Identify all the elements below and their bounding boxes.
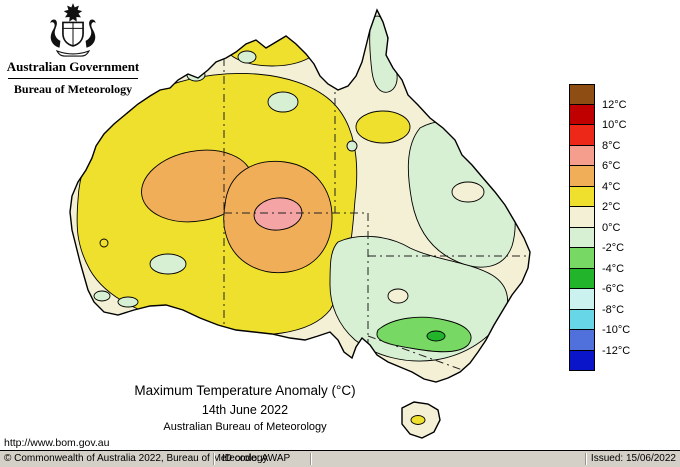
legend-swatch xyxy=(569,350,595,371)
statusbar-divider xyxy=(310,453,311,465)
legend-swatch xyxy=(569,104,595,125)
legend-swatch xyxy=(569,207,595,228)
legend-label: 6°C xyxy=(602,160,621,172)
government-title: Australian Government xyxy=(6,59,140,74)
legend-swatch xyxy=(569,125,595,146)
statusbar-divider xyxy=(213,453,214,465)
legend-label: 4°C xyxy=(602,180,621,193)
legend-label: -12°C xyxy=(602,344,631,357)
map-title: Maximum Temperature Anomaly (°C) xyxy=(134,383,356,398)
legend-label: -8°C xyxy=(602,303,625,316)
state-borders xyxy=(223,58,530,373)
legend-swatch xyxy=(569,166,595,187)
legend-swatch xyxy=(569,145,595,166)
legend-label: 2°C xyxy=(602,201,621,213)
tasmania xyxy=(401,401,441,439)
legend-swatch xyxy=(569,289,595,310)
agency-title: Bureau of Meteorology xyxy=(13,82,133,96)
issued-text: Issued: 15/06/2022 xyxy=(590,453,676,464)
legend-label: 8°C xyxy=(602,139,621,152)
legend-label: -4°C xyxy=(602,262,625,275)
status-bar: © Commonwealth of Australia 2022, Bureau… xyxy=(0,450,680,467)
id-code-text: ID code: AWAP xyxy=(222,453,291,464)
map-source: Australian Bureau of Meteorology xyxy=(163,421,327,433)
legend-swatch xyxy=(569,330,595,351)
government-crest-block: Australian Government Bureau of Meteorol… xyxy=(6,2,140,97)
legend-swatches xyxy=(569,84,595,371)
legend-labels: 12°C 10°C 8°C 6°C 4°C 2°C 0°C -2°C -4°C -6°C -8°C -… xyxy=(602,84,654,371)
legend-label: 0°C xyxy=(602,221,621,234)
copyright-text: © Commonwealth of Australia 2022, Bureau… xyxy=(4,453,268,464)
legend-swatch xyxy=(569,227,595,248)
legend-label: 12°C xyxy=(602,98,627,111)
legend-swatch xyxy=(569,186,595,207)
bom-url: http://www.bom.gov.au xyxy=(4,437,110,449)
legend-swatch xyxy=(569,309,595,330)
statusbar-divider xyxy=(585,453,586,465)
map-caption: Maximum Temperature Anomaly (°C) 14th Ju… xyxy=(30,383,460,433)
legend-label: 10°C xyxy=(602,119,627,131)
legend-label: -10°C xyxy=(602,324,631,336)
logo-divider xyxy=(8,78,138,79)
legend-label: -2°C xyxy=(602,242,625,254)
australian-coat-of-arms-icon xyxy=(50,3,96,57)
legend-swatch xyxy=(569,84,595,105)
legend-label: -6°C xyxy=(602,283,625,295)
map-date: 14th June 2022 xyxy=(201,403,289,417)
legend-swatch xyxy=(569,268,595,289)
legend-swatch xyxy=(569,248,595,269)
